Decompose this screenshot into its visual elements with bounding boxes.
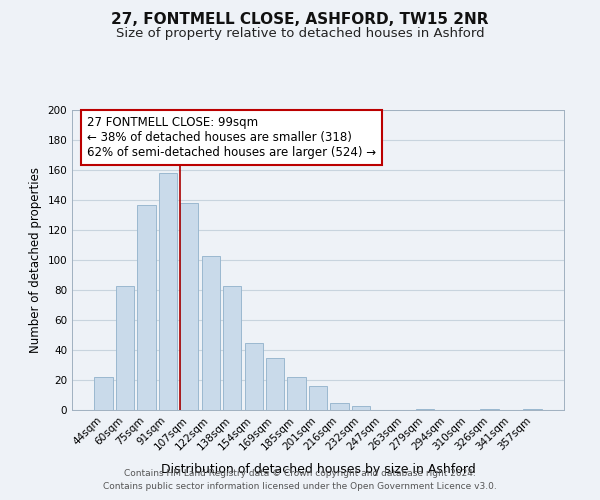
Bar	[352, 406, 370, 410]
Bar	[309, 386, 327, 410]
Bar	[116, 286, 134, 410]
Bar	[137, 204, 155, 410]
Text: 27 FONTMELL CLOSE: 99sqm
← 38% of detached houses are smaller (318)
62% of semi-: 27 FONTMELL CLOSE: 99sqm ← 38% of detach…	[87, 116, 376, 159]
Bar	[180, 203, 199, 410]
Text: Contains HM Land Registry data © Crown copyright and database right 2024.: Contains HM Land Registry data © Crown c…	[124, 468, 476, 477]
Bar	[287, 377, 305, 410]
Bar	[523, 408, 542, 410]
Bar	[245, 342, 263, 410]
Bar	[94, 377, 113, 410]
Bar	[223, 286, 241, 410]
Bar	[202, 256, 220, 410]
Bar	[416, 408, 434, 410]
X-axis label: Distribution of detached houses by size in Ashford: Distribution of detached houses by size …	[161, 463, 475, 476]
Text: 27, FONTMELL CLOSE, ASHFORD, TW15 2NR: 27, FONTMELL CLOSE, ASHFORD, TW15 2NR	[111, 12, 489, 28]
Y-axis label: Number of detached properties: Number of detached properties	[29, 167, 42, 353]
Text: Contains public sector information licensed under the Open Government Licence v3: Contains public sector information licen…	[103, 482, 497, 491]
Bar	[481, 408, 499, 410]
Text: Size of property relative to detached houses in Ashford: Size of property relative to detached ho…	[116, 28, 484, 40]
Bar	[331, 402, 349, 410]
Bar	[159, 173, 177, 410]
Bar	[266, 358, 284, 410]
